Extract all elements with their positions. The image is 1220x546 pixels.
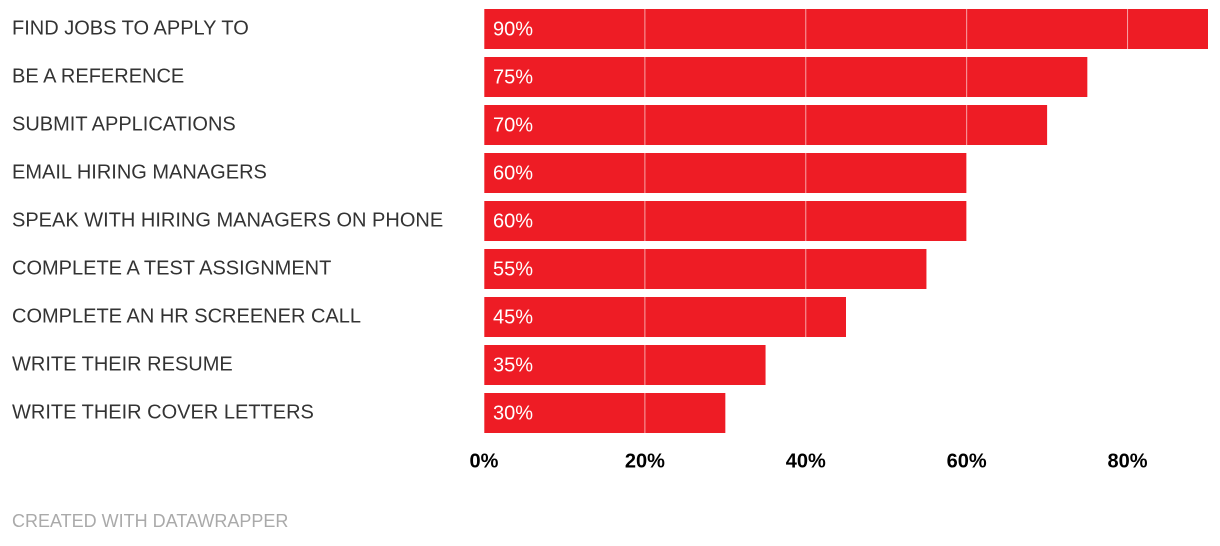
category-label: COMPLETE A TEST ASSIGNMENT xyxy=(12,257,331,279)
category-label: WRITE THEIR RESUME xyxy=(12,353,233,375)
bar xyxy=(484,105,1048,145)
bar xyxy=(484,9,1208,49)
category-label: SUBMIT APPLICATIONS xyxy=(12,113,236,135)
bar xyxy=(484,393,726,433)
category-label: SPEAK WITH HIRING MANAGERS ON PHONE xyxy=(12,209,443,231)
value-label: 55% xyxy=(493,258,533,280)
category-label: COMPLETE AN HR SCREENER CALL xyxy=(12,305,361,327)
category-label: EMAIL HIRING MANAGERS xyxy=(12,161,267,183)
x-tick-label: 20% xyxy=(625,450,665,472)
bar xyxy=(484,249,927,289)
category-label: FIND JOBS TO APPLY TO xyxy=(12,17,249,39)
value-label: 90% xyxy=(493,18,533,40)
x-tick-label: 80% xyxy=(1108,450,1148,472)
value-label: 70% xyxy=(493,114,533,136)
category-label: BE A REFERENCE xyxy=(12,65,184,87)
value-label: 30% xyxy=(493,402,533,424)
x-tick-label: 0% xyxy=(470,450,499,472)
value-label: 35% xyxy=(493,354,533,376)
bar xyxy=(484,345,766,385)
value-label: 75% xyxy=(493,66,533,88)
x-tick-label: 40% xyxy=(786,450,826,472)
value-label: 60% xyxy=(493,162,533,184)
bar xyxy=(484,201,967,241)
bar xyxy=(484,57,1088,97)
value-label: 60% xyxy=(493,210,533,232)
category-label: WRITE THEIR COVER LETTERS xyxy=(12,401,314,423)
value-label: 45% xyxy=(493,306,533,328)
bar xyxy=(484,153,967,193)
x-tick-label: 60% xyxy=(947,450,987,472)
source-note: CREATED WITH DATAWRAPPER xyxy=(12,511,288,531)
bar xyxy=(484,297,846,337)
